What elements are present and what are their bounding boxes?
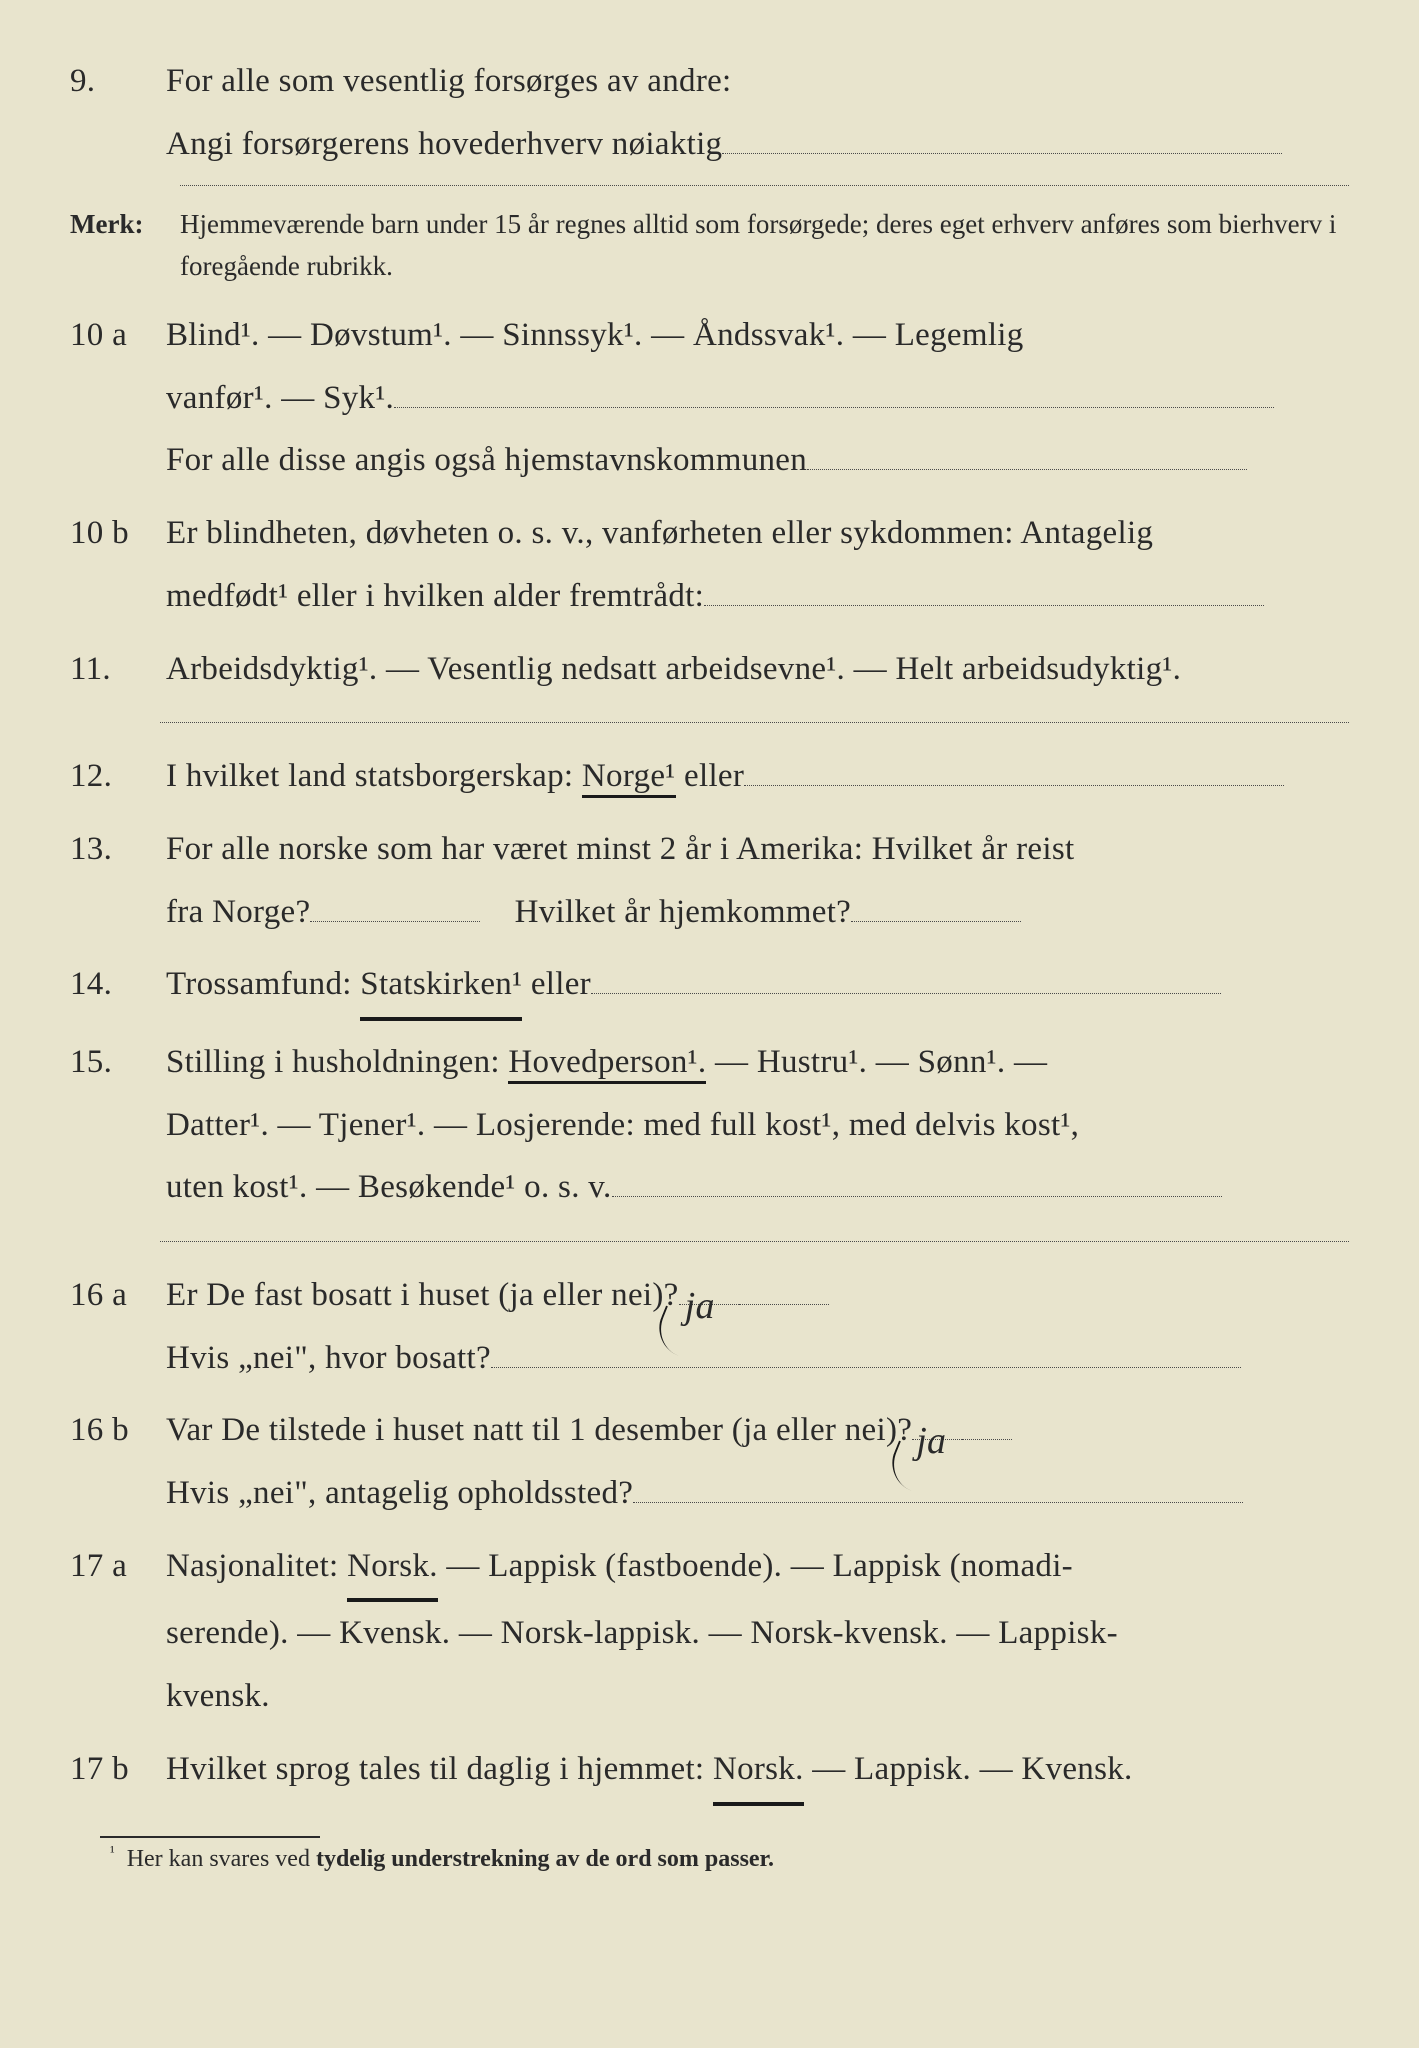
q14-text: Trossamfund: Statskirken¹ eller — [166, 953, 1349, 1021]
q15-line1-post: — Hustru¹. — Sønn¹. — — [706, 1044, 1047, 1080]
q17a-line1-u: Norsk. — [347, 1535, 438, 1603]
q9-line1: For alle som vesentlig forsørges av andr… — [166, 63, 732, 99]
q9-number: 9. — [70, 50, 166, 175]
q12-pre: I hvilket land statsborgerskap: — [166, 758, 582, 794]
question-13: 13. For alle norske som har været minst … — [70, 818, 1349, 943]
question-17a: 17 a Nasjonalitet: Norsk. — Lappisk (fas… — [70, 1535, 1349, 1728]
q16b-blank-tail — [962, 1439, 1012, 1440]
q10a-blank2 — [807, 469, 1247, 470]
q13-blank1 — [310, 921, 480, 922]
q17a-text: Nasjonalitet: Norsk. — Lappisk (fastboen… — [166, 1535, 1349, 1728]
section-divider-2 — [160, 1241, 1349, 1242]
question-15: 15. Stilling i husholdningen: Hovedperso… — [70, 1031, 1349, 1219]
q13-line2a: fra Norge? — [166, 894, 310, 930]
q16a-answer-blank: ja — [679, 1304, 739, 1305]
q10a-line2: vanfør¹. — Syk¹. — [166, 380, 394, 416]
q12-blank — [744, 785, 1284, 786]
q13-line1: For alle norske som har været minst 2 år… — [166, 831, 1074, 867]
census-form-page: 9. For alle som vesentlig forsørges av a… — [70, 50, 1349, 2018]
q17b-u: Norsk. — [713, 1738, 804, 1806]
q16b-line1: Var De tilstede i huset natt til 1 desem… — [166, 1412, 912, 1448]
q14-post: eller — [522, 966, 591, 1002]
footnote-rule — [100, 1836, 320, 1838]
q17b-text: Hvilket sprog tales til daglig i hjemmet… — [166, 1738, 1349, 1806]
q15-text: Stilling i husholdningen: Hovedperson¹. … — [166, 1031, 1349, 1219]
q16b-number: 16 b — [70, 1399, 166, 1524]
question-17b: 17 b Hvilket sprog tales til daglig i hj… — [70, 1738, 1349, 1806]
q10a-text: Blind¹. — Døvstum¹. — Sinnssyk¹. — Åndss… — [166, 304, 1349, 492]
q17a-line3: kvensk. — [166, 1678, 270, 1714]
question-16a: 16 a Er De fast bosatt i huset (ja eller… — [70, 1264, 1349, 1389]
q9-line2: Angi forsørgerens hovederhverv nøiaktig — [166, 126, 722, 162]
q16b-line2: Hvis „nei", antagelig opholdssted? — [166, 1475, 633, 1511]
q16a-blank2 — [491, 1367, 1241, 1368]
q9-blank — [722, 153, 1282, 154]
q16a-number: 16 a — [70, 1264, 166, 1389]
question-11: 11. Arbeidsdyktig¹. — Vesentlig nedsatt … — [70, 638, 1349, 701]
footnote-text-bold: tydelig understrekning av de ord som pas… — [316, 1846, 774, 1872]
q13-blank2 — [851, 921, 1021, 922]
q15-line3: uten kost¹. — Besøkende¹ o. s. v. — [166, 1169, 612, 1205]
q9-extra-line — [180, 185, 1349, 186]
q11-number: 11. — [70, 638, 166, 701]
q14-number: 14. — [70, 953, 166, 1021]
question-14: 14. Trossamfund: Statskirken¹ eller — [70, 953, 1349, 1021]
q12-text: I hvilket land statsborgerskap: Norge¹ e… — [166, 745, 1349, 808]
q10b-line1: Er blindheten, døvheten o. s. v., vanfør… — [166, 515, 1153, 551]
q15-line1-pre: Stilling i husholdningen: — [166, 1044, 508, 1080]
q17b-number: 17 b — [70, 1738, 166, 1806]
q17a-line1-pre: Nasjonalitet: — [166, 1548, 347, 1584]
question-16b: 16 b Var De tilstede i huset natt til 1 … — [70, 1399, 1349, 1524]
q10a-number: 10 a — [70, 304, 166, 492]
q10b-text: Er blindheten, døvheten o. s. v., vanfør… — [166, 502, 1349, 627]
q16b-answer-blank: ja — [912, 1439, 962, 1440]
q12-underlined: Norge¹ — [582, 758, 676, 798]
merk-text: Hjemmeværende barn under 15 år regnes al… — [180, 204, 1349, 288]
footnote-marker: ¹ — [110, 1844, 115, 1861]
q11-text: Arbeidsdyktig¹. — Vesentlig nedsatt arbe… — [166, 638, 1349, 701]
q10b-line2: medfødt¹ eller i hvilken alder fremtrådt… — [166, 578, 704, 614]
q16a-blank-tail — [739, 1304, 829, 1305]
q10a-line3: For alle disse angis også hjemstavnskomm… — [166, 442, 807, 478]
q14-blank — [591, 993, 1221, 994]
question-9: 9. For alle som vesentlig forsørges av a… — [70, 50, 1349, 175]
q17a-line1-post: — Lappisk (fastboende). — Lappisk (nomad… — [438, 1548, 1073, 1584]
q15-number: 15. — [70, 1031, 166, 1219]
q12-post: eller — [676, 758, 745, 794]
q16a-text: Er De fast bosatt i huset (ja eller nei)… — [166, 1264, 1349, 1389]
question-10b: 10 b Er blindheten, døvheten o. s. v., v… — [70, 502, 1349, 627]
q10a-blank1 — [394, 407, 1274, 408]
q13-line2b: Hvilket år hjemkommet? — [515, 894, 852, 930]
q12-number: 12. — [70, 745, 166, 808]
q15-line2: Datter¹. — Tjener¹. — Losjerende: med fu… — [166, 1107, 1079, 1143]
q15-blank — [612, 1196, 1222, 1197]
q16a-line2: Hvis „nei", hvor bosatt? — [166, 1340, 491, 1376]
merk-label: Merk: — [70, 204, 180, 288]
q10b-blank — [704, 605, 1264, 606]
q14-underlined: Statskirken¹ — [360, 953, 522, 1021]
q9-text: For alle som vesentlig forsørges av andr… — [166, 50, 1349, 175]
q16b-blank2 — [633, 1502, 1243, 1503]
q17b-post: — Lappisk. — Kvensk. — [804, 1751, 1133, 1787]
q14-pre: Trossamfund: — [166, 966, 360, 1002]
note-merk: Merk: Hjemmeværende barn under 15 år reg… — [70, 204, 1349, 288]
q16b-text: Var De tilstede i huset natt til 1 desem… — [166, 1399, 1349, 1524]
q15-line1-u: Hovedperson¹. — [508, 1044, 706, 1084]
q17a-number: 17 a — [70, 1535, 166, 1728]
footnote: ¹ Her kan svares ved tydelig understrekn… — [70, 1844, 1349, 1873]
q10a-line1: Blind¹. — Døvstum¹. — Sinnssyk¹. — Åndss… — [166, 317, 1024, 353]
q10b-number: 10 b — [70, 502, 166, 627]
q16a-line1: Er De fast bosatt i huset (ja eller nei)… — [166, 1277, 679, 1313]
footnote-text-pre: Her kan svares ved — [127, 1846, 316, 1872]
section-divider-1 — [160, 722, 1349, 723]
q17b-pre: Hvilket sprog tales til daglig i hjemmet… — [166, 1751, 713, 1787]
question-12: 12. I hvilket land statsborgerskap: Norg… — [70, 745, 1349, 808]
q17a-line2: serende). — Kvensk. — Norsk-lappisk. — N… — [166, 1615, 1118, 1651]
q13-number: 13. — [70, 818, 166, 943]
q13-text: For alle norske som har været minst 2 år… — [166, 818, 1349, 943]
question-10a: 10 a Blind¹. — Døvstum¹. — Sinnssyk¹. — … — [70, 304, 1349, 492]
